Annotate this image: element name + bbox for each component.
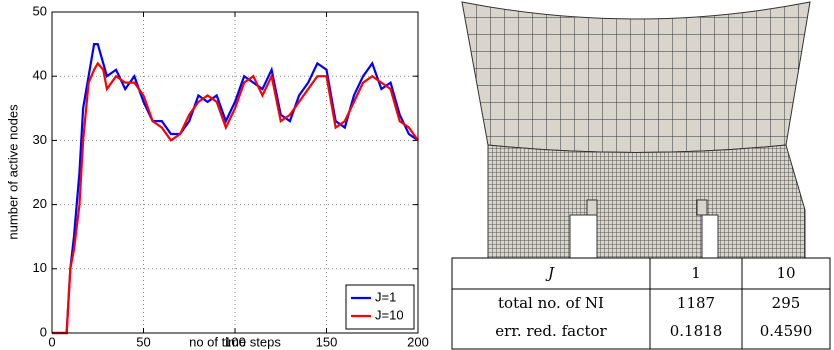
legend-label: J=1 (375, 289, 396, 304)
y-tick-label: 10 (33, 260, 47, 275)
table-header: 10 (776, 264, 795, 282)
table: J 1 10 total no. of NI 1187 295 err. red… (451, 257, 831, 350)
y-tick-label: 40 (33, 68, 47, 83)
x-tick-label: 150 (316, 334, 338, 349)
y-axis-label: number of active nodes (5, 104, 20, 240)
x-axis-label: no of time steps (189, 334, 281, 349)
data-line (52, 61, 419, 335)
table-cell: 0.4590 (760, 322, 813, 340)
x-tick-label: 200 (407, 334, 429, 349)
table-border (451, 257, 831, 350)
y-tick-label: 50 (33, 3, 47, 18)
table-cell: total no. of NI (498, 294, 604, 312)
legend-box (345, 284, 415, 330)
y-tick-label: 20 (33, 196, 47, 211)
y-tick-label: 30 (33, 132, 47, 147)
legend-label: J=10 (375, 307, 404, 322)
y-tick-label: 0 (40, 324, 47, 339)
table-header: J (545, 264, 555, 282)
x-tick-label: 50 (136, 334, 150, 349)
table-cell: 295 (772, 294, 801, 312)
x-tick-label: 100 (224, 334, 246, 349)
plot-frame (51, 11, 419, 334)
table-cell: err. red. factor (495, 322, 607, 340)
table-cell: 0.1818 (670, 322, 723, 340)
x-tick-label: 0 (48, 334, 55, 349)
table-cell: 1187 (677, 294, 715, 312)
mesh-image (461, 1, 811, 291)
table-header: 1 (691, 264, 701, 282)
